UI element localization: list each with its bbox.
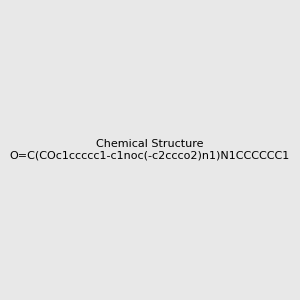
Text: Chemical Structure
O=C(COc1ccccc1-c1noc(-c2ccco2)n1)N1CCCCCC1: Chemical Structure O=C(COc1ccccc1-c1noc(… (10, 139, 290, 161)
